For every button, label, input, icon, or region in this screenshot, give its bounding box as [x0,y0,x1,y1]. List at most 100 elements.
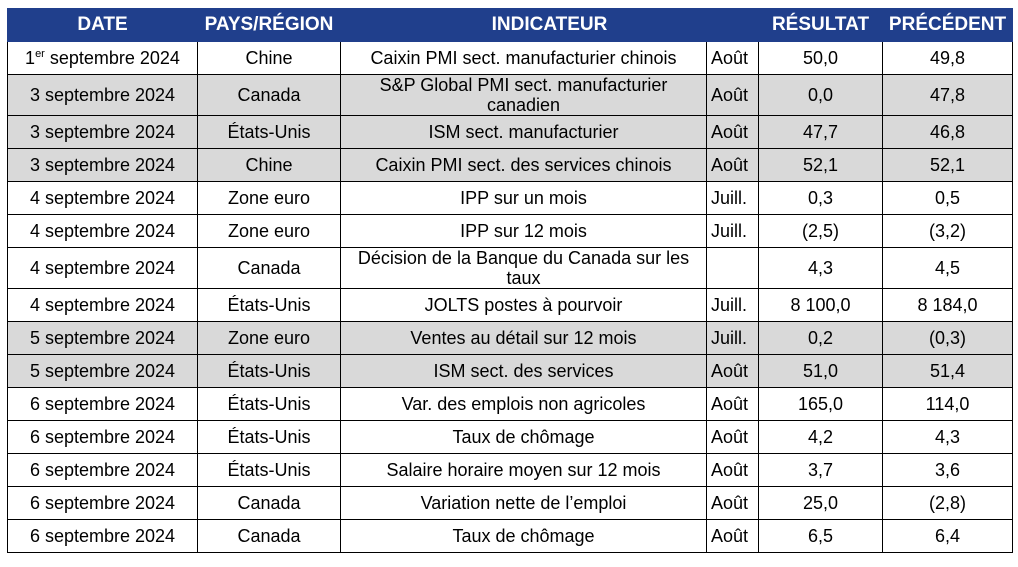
region-cell: Canada [197,74,341,116]
month-cell: Août [705,420,760,454]
region-cell: Zone euro [197,214,341,248]
result-cell: 0,3 [758,181,884,215]
table-row: 3 septembre 2024 Canada S&P Global PMI sec… [7,74,1014,116]
date-cell: 3 septembre 2024 [7,74,198,116]
date-cell: 6 septembre 2024 [7,420,198,454]
result-cell: 8 100,0 [758,288,884,322]
date-cell: 1er septembre 2024 [7,41,198,75]
result-cell: 51,0 [758,354,884,388]
result-cell: 4,3 [758,247,884,289]
table-row: 6 septembre 2024 Canada Taux de chômage Aoû… [7,519,1014,553]
indicator-cell: Ventes au détail sur 12 mois [340,321,707,355]
previous-cell: (3,2) [882,214,1014,248]
previous-cell: 8 184,0 [882,288,1014,322]
indicator-cell: Caixin PMI sect. des services chinois [340,148,707,182]
month-cell: Août [705,453,760,487]
month-cell: Juill. [705,181,760,215]
result-cell: (2,5) [758,214,884,248]
indicator-cell: Caixin PMI sect. manufacturier chinois [340,41,707,75]
table-row: 5 septembre 2024 Zone euro Ventes au détai… [7,321,1014,355]
date-cell: 5 septembre 2024 [7,321,198,355]
date-cell: 4 septembre 2024 [7,214,198,248]
table-row: 3 septembre 2024 Chine Caixin PMI sect. de… [7,148,1014,182]
result-cell: 3,7 [758,453,884,487]
indicator-cell: ISM sect. des services [340,354,707,388]
previous-cell: (0,3) [882,321,1014,355]
indicator-cell: Décision de la Banque du Canada sur les … [340,247,707,289]
region-cell: Zone euro [197,181,341,215]
header-row: DATE PAYS/RÉGION INDICATEUR RÉSULTAT PRÉCÉDE… [7,8,1014,42]
previous-cell: 47,8 [882,74,1014,116]
month-cell [705,247,760,289]
region-cell: Chine [197,148,341,182]
date-cell: 3 septembre 2024 [7,148,198,182]
table-row: 4 septembre 2024 Zone euro IPP sur un mois… [7,181,1014,215]
region-cell: Canada [197,519,341,553]
result-cell: 25,0 [758,486,884,520]
region-cell: États-Unis [197,453,341,487]
indicator-cell: IPP sur un mois [340,181,707,215]
indicator-cell: S&P Global PMI sect. manufacturier canad… [340,74,707,116]
previous-cell: 4,5 [882,247,1014,289]
date-cell: 6 septembre 2024 [7,519,198,553]
month-cell: Août [705,74,760,116]
month-cell: Juill. [705,214,760,248]
date-cell: 6 septembre 2024 [7,486,198,520]
table-body: 1er septembre 2024 Chine Caixin PMI sect. … [7,41,1014,553]
previous-cell: 114,0 [882,387,1014,421]
month-cell: Août [705,41,760,75]
month-cell: Juill. [705,321,760,355]
result-cell: 165,0 [758,387,884,421]
result-cell: 52,1 [758,148,884,182]
text: 1 [25,48,36,68]
region-cell: États-Unis [197,387,341,421]
previous-cell: 0,5 [882,181,1014,215]
date-cell: 4 septembre 2024 [7,181,198,215]
header-cell: RÉSULTAT [758,8,884,42]
previous-cell: 52,1 [882,148,1014,182]
previous-cell: 49,8 [882,41,1014,75]
result-cell: 0,2 [758,321,884,355]
header-cell: DATE [7,8,198,42]
table-row: 4 septembre 2024 États-Unis JOLTS postes à… [7,288,1014,322]
table-row: 6 septembre 2024 Canada Variation nette de… [7,486,1014,520]
text: septembre 2024 [44,48,180,68]
result-cell: 0,0 [758,74,884,116]
date-cell: 6 septembre 2024 [7,387,198,421]
month-cell: Août [705,115,760,149]
table-row: 4 septembre 2024 Canada Décision de la Ban… [7,247,1014,289]
region-cell: États-Unis [197,288,341,322]
indicator-cell: Salaire horaire moyen sur 12 mois [340,453,707,487]
table-row: 3 septembre 2024 États-Unis ISM sect. manu… [7,115,1014,149]
region-cell: Chine [197,41,341,75]
result-cell: 4,2 [758,420,884,454]
region-cell: États-Unis [197,354,341,388]
indicator-cell: Var. des emplois non agricoles [340,387,707,421]
previous-cell: 6,4 [882,519,1014,553]
previous-cell: 51,4 [882,354,1014,388]
table-row: 5 septembre 2024 États-Unis ISM sect. des … [7,354,1014,388]
indicator-cell: ISM sect. manufacturier [340,115,707,149]
indicator-cell: IPP sur 12 mois [340,214,707,248]
region-cell: Zone euro [197,321,341,355]
date-cell: 5 septembre 2024 [7,354,198,388]
month-cell: Août [705,519,760,553]
header-cell: INDICATEUR [339,8,760,42]
date-cell: 6 septembre 2024 [7,453,198,487]
date-cell: 3 septembre 2024 [7,115,198,149]
table-row: 4 septembre 2024 Zone euro IPP sur 12 mois… [7,214,1014,248]
date-cell: 4 septembre 2024 [7,288,198,322]
table-row: 6 septembre 2024 États-Unis Var. des emplo… [7,387,1014,421]
month-cell: Août [705,387,760,421]
previous-cell: 3,6 [882,453,1014,487]
indicator-cell: Taux de chômage [340,519,707,553]
previous-cell: 4,3 [882,420,1014,454]
month-cell: Août [705,148,760,182]
superscript: er [35,48,45,60]
region-cell: Canada [197,486,341,520]
month-cell: Août [705,354,760,388]
previous-cell: 46,8 [882,115,1014,149]
result-cell: 50,0 [758,41,884,75]
indicator-cell: Variation nette de l’emploi [340,486,707,520]
